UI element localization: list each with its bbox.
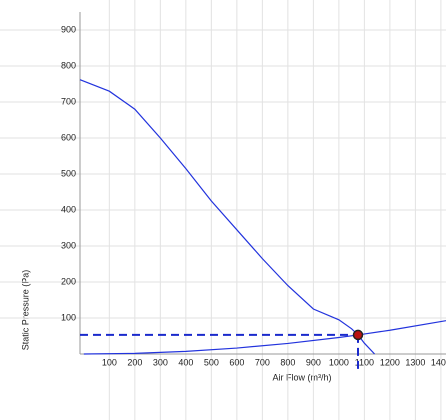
y-tick-label: 400 xyxy=(61,204,76,214)
y-tick-label: 700 xyxy=(61,96,76,106)
y-tick-label: 200 xyxy=(61,276,76,286)
y-tick-label: 900 xyxy=(61,24,76,34)
x-tick-label: 400 xyxy=(178,357,193,367)
y-tick-label: 500 xyxy=(61,168,76,178)
x-tick-label: 1200 xyxy=(380,357,400,367)
x-tick-label: 1400 xyxy=(431,357,446,367)
x-tick-label: 900 xyxy=(306,357,321,367)
x-tick-label: 200 xyxy=(127,357,142,367)
x-tick-label: 700 xyxy=(255,357,270,367)
y-tick-label: 600 xyxy=(61,132,76,142)
x-tick-label: 100 xyxy=(102,357,117,367)
operating-point xyxy=(352,329,364,341)
x-tick-label: 1300 xyxy=(405,357,425,367)
x-tick-label: 600 xyxy=(229,357,244,367)
x-tick-label: 500 xyxy=(204,357,219,367)
y-tick-label: 300 xyxy=(61,240,76,250)
y-axis-label: Static Pressure (Pa) xyxy=(20,270,30,351)
x-tick-label: 800 xyxy=(280,357,295,367)
y-tick-label: 800 xyxy=(61,60,76,70)
x-axis-label: Air Flow (m³/h) xyxy=(273,372,332,382)
x-tick-label: 1000 xyxy=(329,357,349,367)
x-tick-label: 1100 xyxy=(355,357,374,367)
y-tick-label: 100 xyxy=(61,312,76,322)
x-tick-label: 300 xyxy=(153,357,168,367)
curve xyxy=(79,79,376,355)
curve xyxy=(83,320,446,355)
